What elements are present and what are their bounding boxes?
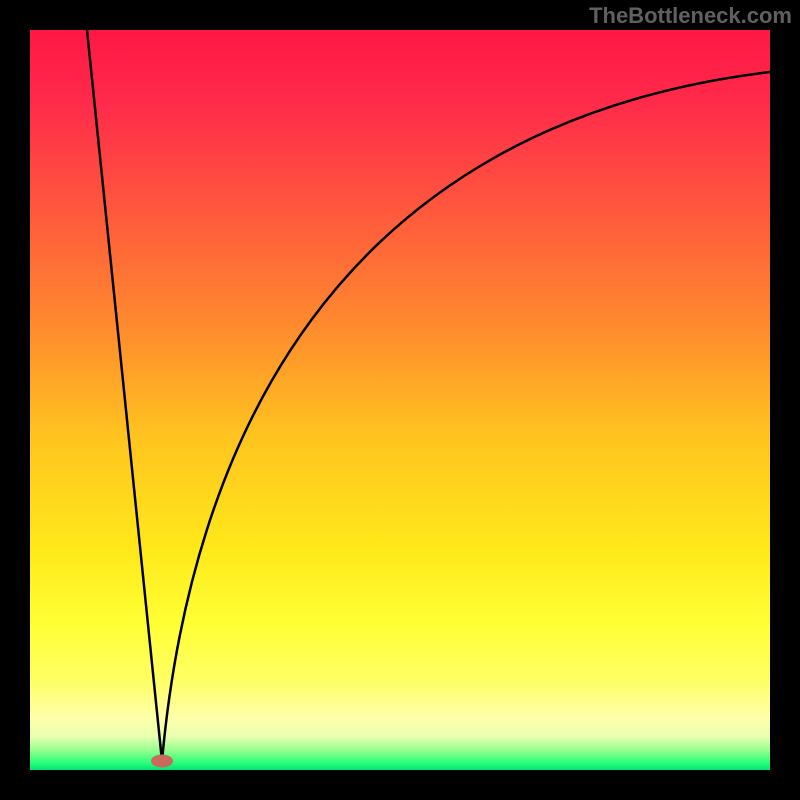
minimum-marker — [151, 755, 173, 768]
watermark-text: TheBottleneck.com — [589, 3, 792, 29]
chart-svg — [0, 0, 800, 800]
gradient-background — [30, 30, 770, 770]
plot-area — [30, 30, 770, 770]
chart-container: TheBottleneck.com — [0, 0, 800, 800]
